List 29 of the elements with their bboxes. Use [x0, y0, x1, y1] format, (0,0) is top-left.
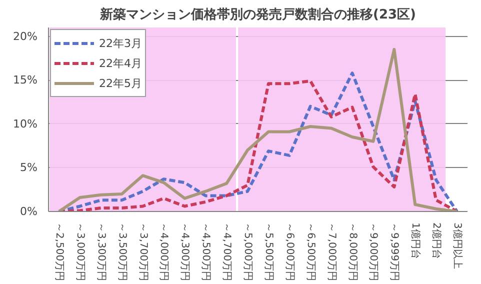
- x-tick-label: 2億円台: [430, 222, 443, 259]
- x-tick-label: ～3,300万円: [95, 222, 106, 282]
- legend-label: 22年4月: [99, 56, 142, 70]
- x-tick-label: ～6,500万円: [304, 222, 316, 282]
- x-tick-label: ～8,000万円: [346, 222, 358, 282]
- y-tick-label: 10%: [13, 117, 38, 130]
- x-tick-label: ～9,000万円: [368, 222, 379, 282]
- x-tick-label: 1億円台: [410, 222, 422, 259]
- y-tick-label: 0%: [20, 205, 38, 218]
- x-tick-label: ～9,999万円: [388, 222, 400, 282]
- x-tick-label: ～6,000万円: [284, 222, 295, 282]
- x-tick-label: ～4,300万円: [179, 222, 190, 282]
- x-tick-label: ～3,500万円: [116, 222, 128, 282]
- x-tick-label: ～3,000万円: [74, 222, 86, 282]
- x-tick-label: 3億円以上: [452, 222, 464, 269]
- x-tick-label: ～5,000万円: [242, 222, 254, 282]
- y-tick-label: 15%: [13, 74, 38, 87]
- x-tick-label: ～2,500万円: [53, 222, 64, 282]
- x-tick-label: ～4,500万円: [200, 222, 212, 282]
- chart-title: 新築マンション価格帯別の発売戸数割合の推移(23区): [99, 6, 416, 22]
- legend-label: 22年5月: [99, 76, 142, 90]
- legend-label: 22年3月: [99, 36, 142, 50]
- y-tick-label: 20%: [13, 30, 38, 43]
- x-tick-label: ～4,000万円: [158, 222, 170, 282]
- x-tick-label: ～3,700万円: [137, 222, 148, 282]
- y-tick-label: 5%: [20, 161, 38, 174]
- x-tick-label: ～7,000万円: [326, 222, 337, 282]
- x-tick-label: ～4,700万円: [221, 222, 232, 282]
- x-tick-label: ～5,500万円: [262, 222, 274, 282]
